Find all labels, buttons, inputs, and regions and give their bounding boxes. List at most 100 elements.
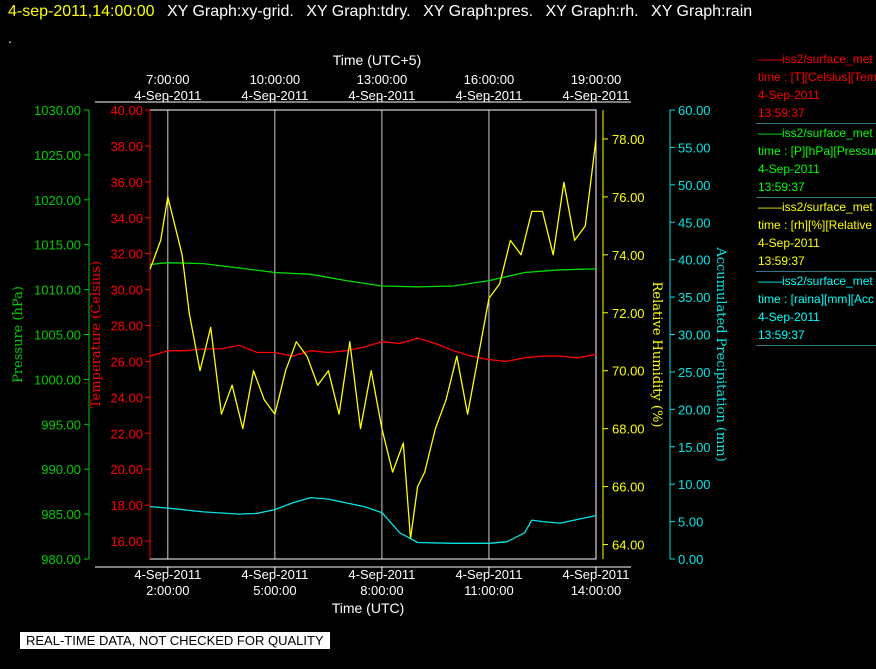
y-tick-label: 10.00 xyxy=(678,477,711,492)
y-tick-label: 1025.00 xyxy=(34,148,81,163)
y-tick-label: 78.00 xyxy=(612,132,645,147)
legend-field: time : [T][Celsius][Temp xyxy=(758,70,876,84)
title-bar: 4-sep-2011,14:00:00 XY Graph:xy-grid. XY… xyxy=(8,3,752,21)
y-tick-label: 5.00 xyxy=(678,515,703,530)
y-tick-label: 55.00 xyxy=(678,140,711,155)
series-line-rain xyxy=(149,496,597,544)
legend-time: 13:59:37 xyxy=(758,180,805,194)
y-tick-label: 72.00 xyxy=(612,306,645,321)
legend-time: 13:59:37 xyxy=(758,106,805,120)
y-axis-title: Pressure (hPa) xyxy=(11,286,26,383)
x-tick-label: 11:00:00 xyxy=(464,583,514,598)
y-tick-label: 24.00 xyxy=(110,390,143,405)
y-tick-label: 26.00 xyxy=(110,354,143,369)
legend-date: 4-Sep-2011 xyxy=(758,310,820,324)
legend-line: ——iss2/surface_met xyxy=(758,126,873,140)
x-tick-label: 4-Sep-2011 xyxy=(134,567,201,582)
tab-rain[interactable]: XY Graph:rain xyxy=(651,3,753,20)
status-dot: . xyxy=(8,30,12,46)
y-tick-label: 980.00 xyxy=(41,552,81,567)
y-tick-label: 1030.00 xyxy=(34,103,81,118)
y-tick-label: 70.00 xyxy=(612,364,645,379)
y-tick-label: 0.00 xyxy=(678,552,703,567)
legend-field: time : [rh][%][Relative xyxy=(758,218,873,232)
tab-tdry[interactable]: XY Graph:tdry. xyxy=(306,3,411,20)
legend-time: 13:59:37 xyxy=(758,328,805,342)
x-top-tick-label: 4-Sep-2011 xyxy=(563,88,630,103)
y-tick-label: 1020.00 xyxy=(34,193,81,208)
x-top-tick-label: 10:00:00 xyxy=(250,72,301,87)
y-tick-label: 68.00 xyxy=(612,422,645,437)
x-tick-label: 5:00:00 xyxy=(253,583,296,598)
y-tick-label: 20.00 xyxy=(678,402,711,417)
quality-disclaimer: REAL-TIME DATA, NOT CHECKED FOR QUALITY xyxy=(20,632,330,649)
y-tick-label: 40.00 xyxy=(678,253,711,268)
y-tick-label: 60.00 xyxy=(678,103,711,118)
y-tick-label: 32.00 xyxy=(110,247,143,262)
x-tick-label: 4-Sep-2011 xyxy=(455,567,522,582)
legend-date: 4-Sep-2011 xyxy=(758,88,820,102)
y-tick-label: 38.00 xyxy=(110,139,143,154)
y-tick-label: 50.00 xyxy=(678,178,711,193)
y-tick-label: 985.00 xyxy=(41,507,81,522)
series-line-pres xyxy=(149,262,597,288)
y-tick-label: 20.00 xyxy=(110,462,143,477)
y-tick-label: 995.00 xyxy=(41,417,81,432)
x-tick-label: 8:00:00 xyxy=(360,583,403,598)
x-axis-title: Time (UTC) xyxy=(332,600,405,616)
y-axis-title: Relative Humidity (%) xyxy=(649,282,664,428)
x-top-tick-label: 7:00:00 xyxy=(146,72,189,87)
legend-line: ——iss2/surface_met xyxy=(758,274,873,288)
x-top-tick-label: 4-Sep-2011 xyxy=(348,88,415,103)
y-tick-label: 990.00 xyxy=(41,462,81,477)
y-tick-label: 15.00 xyxy=(678,440,711,455)
y-axis-title: Temperature (Celsius) xyxy=(89,261,104,408)
y-tick-label: 22.00 xyxy=(110,426,143,441)
y-tick-label: 30.00 xyxy=(678,328,711,343)
y-tick-label: 25.00 xyxy=(678,365,711,380)
y-tick-label: 36.00 xyxy=(110,175,143,190)
x-top-tick-label: 19:00:00 xyxy=(571,72,622,87)
timestamp: 4-sep-2011,14:00:00 xyxy=(8,3,155,20)
y-tick-label: 1000.00 xyxy=(34,372,81,387)
y-tick-label: 64.00 xyxy=(612,538,645,553)
x-top-tick-label: 4-Sep-2011 xyxy=(455,88,522,103)
legend-line: ——iss2/surface_met xyxy=(758,200,873,214)
tab-pres[interactable]: XY Graph:pres. xyxy=(423,3,534,20)
y-axis-title: Accumulated Precipitation (mm) xyxy=(713,246,728,461)
y-tick-label: 34.00 xyxy=(110,211,143,226)
y-tick-label: 45.00 xyxy=(678,215,711,230)
x-top-tick-label: 16:00:00 xyxy=(464,72,515,87)
x-tick-label: 4-Sep-2011 xyxy=(563,567,630,582)
y-tick-label: 30.00 xyxy=(110,283,143,298)
legend-date: 4-Sep-2011 xyxy=(758,236,820,250)
x-top-tick-label: 4-Sep-2011 xyxy=(134,88,201,103)
y-tick-label: 16.00 xyxy=(110,534,143,549)
x-tick-label: 4-Sep-2011 xyxy=(348,567,415,582)
legend-entry: ——iss2/surface_met time : [raina][mm][Acc… xyxy=(756,272,876,346)
x-tick-label: 2:00:00 xyxy=(146,583,189,598)
series-line-temp xyxy=(149,337,597,363)
x-top-tick-label: 13:00:00 xyxy=(357,72,408,87)
y-tick-label: 1010.00 xyxy=(34,283,81,298)
legend-line: ——iss2/surface_met xyxy=(758,52,873,66)
tab-rh[interactable]: XY Graph:rh. xyxy=(545,3,639,20)
y-tick-label: 1015.00 xyxy=(34,238,81,253)
plot-frame xyxy=(149,109,597,560)
legend-field: time : [P][hPa][Pressure xyxy=(758,144,876,158)
x-tick-label: 14:00:00 xyxy=(571,583,622,598)
x-top-tick-label: 4-Sep-2011 xyxy=(241,88,308,103)
y-tick-label: 66.00 xyxy=(612,480,645,495)
y-tick-label: 40.00 xyxy=(110,103,143,118)
y-tick-label: 35.00 xyxy=(678,290,711,305)
y-tick-label: 76.00 xyxy=(612,190,645,205)
y-tick-label: 18.00 xyxy=(110,498,143,513)
tab-xy-grid[interactable]: XY Graph:xy-grid. xyxy=(166,3,294,20)
x-axis-top-title: Time (UTC+5) xyxy=(333,52,422,68)
legend-time: 13:59:37 xyxy=(758,254,805,268)
